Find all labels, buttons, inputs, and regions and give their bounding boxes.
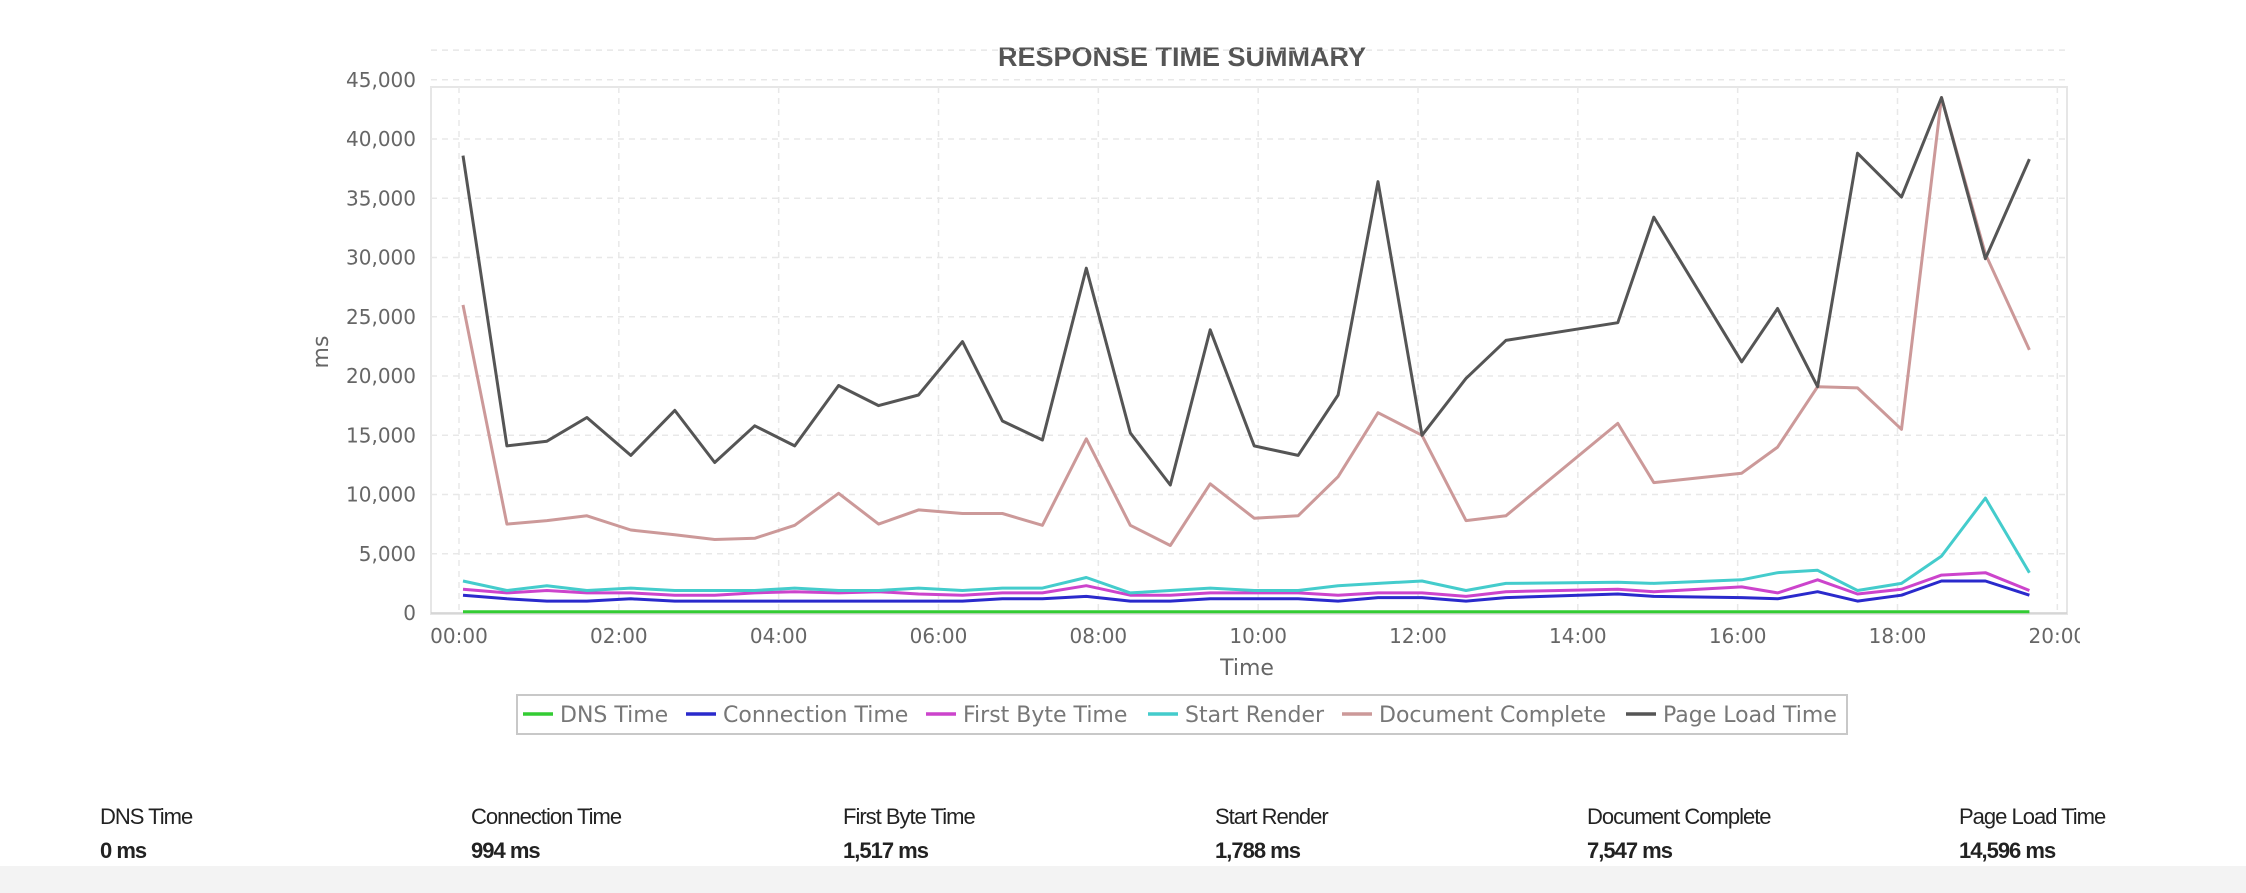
summary-dns-time: DNS Time 0 ms (100, 804, 193, 864)
legend-box (516, 694, 1848, 735)
summary-label: Document Complete (1587, 804, 1772, 829)
x-tick-label: 00:00 (430, 624, 488, 648)
x-tick-label: 10:00 (1229, 624, 1287, 648)
summary-page-load-time: Page Load Time 14,596 ms (1959, 804, 2106, 864)
x-tick-label: 04:00 (750, 624, 808, 648)
legend-label: Start Render (1185, 703, 1325, 728)
x-tick-label: 02:00 (590, 624, 648, 648)
legend-item-start-render: Start Render (1148, 703, 1325, 728)
x-axis-label: Time (1219, 656, 1274, 681)
legend-item-first-byte-time: First Byte Time (926, 703, 1127, 728)
x-tick-label: 16:00 (1709, 624, 1767, 648)
summary-value: 0 ms (100, 838, 147, 863)
y-tick-label: 5,000 (359, 542, 416, 566)
legend-label: DNS Time (560, 703, 668, 728)
y-tick-label: 15,000 (346, 423, 416, 447)
x-tick-label: 08:00 (1070, 624, 1128, 648)
series-line-document-complete (461, 96, 2031, 547)
chart-title: RESPONSE TIME SUMMARY (998, 42, 1366, 72)
legend-item-page-load-time: Page Load Time (1626, 703, 1837, 728)
x-tick-label: 14:00 (1549, 624, 1607, 648)
series-line-page-load-time (461, 96, 2031, 487)
series-line-start-render (462, 496, 2031, 595)
y-axis-ticks: 0 5,000 10,000 15,000 20,000 25,000 30,000 35,0… (346, 68, 416, 625)
summary-label: Page Load Time (1959, 804, 2106, 829)
legend-label: Page Load Time (1663, 703, 1837, 728)
y-tick-label: 0 (403, 601, 416, 625)
summary-first-byte-time: First Byte Time 1,517 ms (843, 804, 976, 864)
series-line-connection-time (462, 579, 2030, 603)
y-tick-label: 35,000 (346, 186, 416, 210)
y-axis-label: ms (309, 336, 334, 369)
y-tick-label: 10,000 (346, 483, 416, 507)
legend-label: First Byte Time (963, 703, 1127, 728)
y-tick-label: 20,000 (346, 364, 416, 388)
x-tick-label: 18:00 (1869, 624, 1927, 648)
series-lines (461, 96, 2031, 614)
y-tick-label: 30,000 (346, 246, 416, 270)
legend-item-connection-time: Connection Time (686, 703, 908, 728)
summary-start-render: Start Render 1,788 ms (1215, 804, 1329, 864)
y-tick-label: 40,000 (346, 127, 416, 151)
summary-label: DNS Time (100, 804, 193, 829)
footer-band (0, 866, 2246, 893)
summary-value: 7,547 ms (1587, 838, 1673, 863)
series-line-first-byte-time (462, 571, 2030, 598)
legend-item-document-complete: Document Complete (1342, 703, 1606, 728)
summary-connection-time: Connection Time 994 ms (471, 804, 622, 864)
y-tick-label: 45,000 (346, 68, 416, 92)
plot-area (430, 86, 2068, 615)
summary-label: First Byte Time (843, 804, 976, 829)
x-tick-label: 20:00 (2029, 624, 2087, 648)
legend-item-dns-time: DNS Time (523, 703, 668, 728)
summary-value: 14,596 ms (1959, 838, 2056, 863)
summary-value: 1,517 ms (843, 838, 929, 863)
legend-label: Connection Time (723, 703, 908, 728)
summary-value: 994 ms (471, 838, 541, 863)
legend-label: Document Complete (1379, 703, 1606, 728)
legend: DNS Time Connection Time First Byte Time St… (516, 694, 1848, 735)
summary-label: Start Render (1215, 804, 1329, 829)
summary-label: Connection Time (471, 804, 622, 829)
y-tick-label: 25,000 (346, 305, 416, 329)
x-tick-label: 06:00 (910, 624, 968, 648)
summary-document-complete: Document Complete 7,547 ms (1587, 804, 1772, 864)
x-axis-ticks: 00:00 02:00 04:00 06:00 08:00 10:00 12:00 14:00… (430, 624, 2087, 648)
summary-value: 1,788 ms (1215, 838, 1301, 863)
x-tick-label: 12:00 (1389, 624, 1447, 648)
